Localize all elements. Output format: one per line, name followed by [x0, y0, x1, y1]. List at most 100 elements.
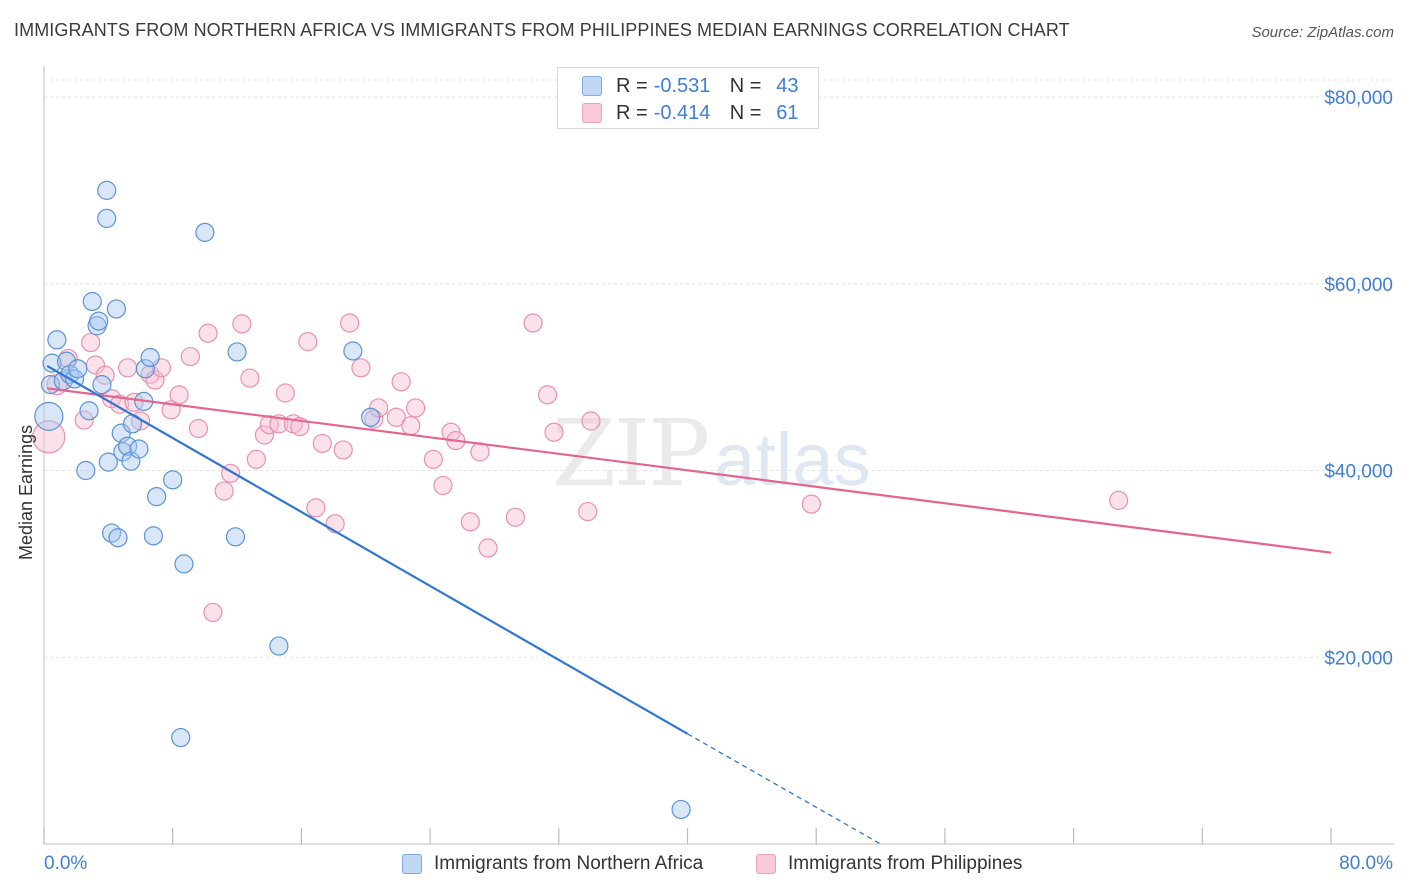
legend-r-value: -0.531 — [653, 74, 711, 97]
data-point-northern-africa — [97, 180, 117, 200]
data-point-philippines — [460, 512, 480, 532]
data-point-philippines — [180, 346, 200, 367]
y-tick-label: $20,000 — [1324, 648, 1393, 669]
data-point-philippines — [118, 358, 138, 378]
data-point-philippines — [198, 323, 218, 343]
data-point-philippines — [578, 501, 598, 522]
bottom-legend-swatch-pink — [756, 854, 776, 874]
data-point-philippines — [312, 433, 332, 454]
data-point-philippines — [505, 507, 525, 527]
legend-r-value: -0.414 — [653, 101, 711, 124]
data-point-northern-africa — [42, 353, 62, 373]
data-point-philippines — [406, 398, 426, 418]
y-axis-label: Median Earnings — [16, 424, 36, 560]
data-point-philippines — [232, 314, 252, 334]
data-point-northern-africa — [360, 407, 381, 427]
data-point-northern-africa — [79, 401, 99, 421]
legend-swatch-pink — [582, 103, 602, 123]
data-point-philippines — [478, 538, 498, 558]
data-point-northern-africa — [143, 526, 163, 546]
legend-r-label: R = — [616, 74, 648, 97]
data-point-northern-africa — [671, 799, 691, 820]
data-point-philippines — [325, 514, 345, 534]
data-point-philippines — [81, 332, 101, 353]
y-tick-label: $80,000 — [1324, 88, 1393, 109]
data-point-northern-africa — [47, 330, 67, 350]
watermark: ZIPatlas — [552, 400, 870, 507]
data-point-philippines — [537, 385, 558, 405]
data-point-northern-africa — [129, 439, 149, 459]
data-point-northern-africa — [106, 299, 126, 319]
data-point-philippines — [254, 425, 274, 445]
legend-n-value: 61 — [776, 101, 799, 124]
trend-line-philippines — [47, 387, 1332, 554]
data-point-philippines — [391, 372, 411, 392]
y-tick-label: $60,000 — [1324, 275, 1393, 296]
legend-r-label: R = — [616, 101, 648, 124]
data-point-philippines — [110, 394, 130, 414]
watermark-zip: ZIP — [552, 400, 710, 507]
data-point-philippines — [801, 494, 821, 514]
data-point-northern-africa — [163, 470, 183, 490]
data-point-philippines — [169, 385, 189, 405]
x-tick-label-min: 0.0% — [44, 853, 87, 874]
data-point-philippines — [386, 407, 406, 427]
data-point-philippines — [523, 313, 543, 333]
watermark-atlas: atlas — [714, 418, 871, 501]
y-tick-label: $40,000 — [1324, 462, 1393, 483]
trend-line-northern-africa — [46, 364, 689, 735]
legend-n-value: 43 — [776, 74, 799, 97]
legend-n-label: N = — [729, 101, 762, 124]
data-point-philippines — [188, 418, 209, 439]
data-point-northern-africa — [225, 527, 246, 547]
data-point-northern-africa — [82, 291, 102, 312]
data-point-northern-africa — [92, 374, 112, 395]
data-point-philippines — [351, 358, 371, 378]
data-point-northern-africa — [108, 528, 128, 548]
data-point-philippines — [1109, 490, 1129, 510]
legend-swatch-blue — [582, 76, 602, 96]
data-point-northern-africa — [343, 341, 363, 361]
data-point-northern-africa — [147, 487, 167, 507]
data-point-philippines — [298, 332, 318, 352]
legend-n-label: N = — [729, 74, 762, 97]
source-label: Source: ZipAtlas.com — [1251, 24, 1394, 41]
data-point-northern-africa — [89, 311, 109, 331]
bottom-legend-label: Immigrants from Philippines — [788, 853, 1023, 874]
data-point-philippines — [544, 422, 564, 442]
data-point-northern-africa — [98, 452, 118, 472]
data-point-northern-africa — [174, 554, 194, 574]
data-point-philippines — [214, 481, 234, 501]
data-point-northern-africa — [140, 347, 160, 368]
data-point-philippines — [203, 602, 223, 623]
legend-row-philippines: R = -0.414 N = 61 — [582, 100, 807, 126]
trend-lines — [46, 364, 1332, 845]
bottom-legend-swatch-blue — [402, 854, 422, 874]
tick-labels: $20,000 $40,000 $60,000 $80,000 0.0% 80.0% — [44, 88, 1393, 874]
data-point-northern-africa — [97, 208, 117, 228]
trend-line-northern-africa-extension — [687, 733, 881, 845]
data-point-philippines — [401, 416, 421, 436]
bottom-legend-northern-africa: Immigrants from Northern Africa — [402, 852, 703, 876]
axes — [43, 66, 1394, 845]
legend-row-northern-africa: R = -0.531 N = 43 — [582, 73, 807, 99]
data-point-northern-africa — [135, 359, 155, 379]
data-point-northern-africa — [269, 636, 289, 656]
series-northern-africa-points — [34, 180, 691, 820]
data-point-philippines — [275, 383, 295, 403]
data-point-northern-africa — [34, 401, 64, 431]
data-point-philippines — [32, 420, 66, 454]
data-point-northern-africa — [118, 436, 138, 456]
chart-title: IMMIGRANTS FROM NORTHERN AFRICA VS IMMIG… — [14, 20, 1070, 40]
data-point-northern-africa — [171, 727, 191, 748]
data-point-northern-africa — [227, 342, 247, 362]
data-point-northern-africa — [195, 222, 215, 242]
data-point-northern-africa — [68, 359, 88, 379]
data-point-philippines — [240, 368, 260, 388]
data-point-philippines — [423, 449, 443, 469]
data-point-philippines — [364, 409, 384, 429]
data-point-philippines — [306, 498, 326, 518]
series-philippines-points — [32, 313, 1129, 623]
data-point-philippines — [581, 411, 601, 431]
